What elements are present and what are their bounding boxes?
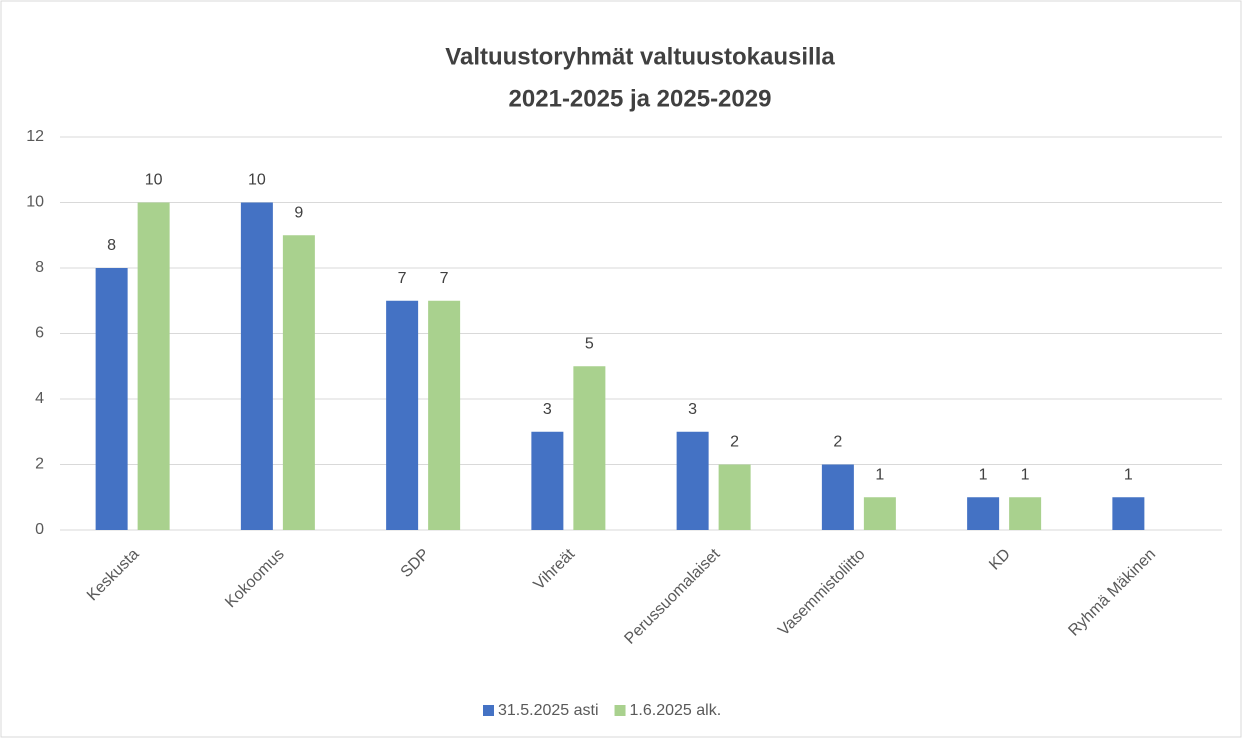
value-label: 3 [543, 401, 552, 418]
y-tick-label: 12 [26, 128, 44, 145]
value-label: 1 [1021, 466, 1030, 483]
legend-label: 1.6.2025 alk. [630, 702, 722, 719]
value-label: 2 [730, 434, 739, 451]
bar [573, 366, 606, 530]
bar [282, 235, 315, 530]
value-label: 10 [145, 172, 163, 189]
bar [386, 300, 419, 530]
value-label: 7 [440, 270, 449, 287]
y-tick-label: 10 [26, 194, 44, 211]
bar [428, 300, 461, 530]
y-tick-label: 6 [35, 325, 44, 342]
bar [95, 268, 128, 530]
value-label: 1 [1124, 466, 1133, 483]
value-label: 3 [688, 401, 697, 418]
bar [718, 464, 751, 530]
bar [821, 464, 854, 530]
bar [967, 497, 1000, 530]
value-label: 7 [398, 270, 407, 287]
bar [137, 202, 170, 530]
y-tick-label: 8 [35, 259, 44, 276]
chart-title: 2021-2025 ja 2025-2029 [509, 85, 772, 112]
y-tick-label: 0 [35, 521, 44, 538]
legend-swatch [614, 705, 626, 716]
value-label: 2 [833, 434, 842, 451]
bar [1112, 497, 1145, 530]
bar [1009, 497, 1042, 530]
legend-label: 31.5.2025 asti [498, 702, 599, 719]
value-label: 1 [979, 466, 988, 483]
bar [863, 497, 896, 530]
bar [531, 431, 564, 530]
bar [676, 431, 709, 530]
y-tick-label: 4 [35, 390, 44, 407]
bar [240, 202, 273, 530]
chart-title: Valtuustoryhmät valtuustokausilla [445, 43, 835, 70]
legend-swatch [483, 705, 494, 716]
value-label: 1 [875, 466, 884, 483]
value-label: 8 [107, 237, 116, 254]
value-label: 10 [248, 172, 266, 189]
value-label: 5 [585, 335, 594, 352]
value-label: 9 [294, 204, 303, 221]
y-tick-label: 2 [35, 456, 44, 473]
